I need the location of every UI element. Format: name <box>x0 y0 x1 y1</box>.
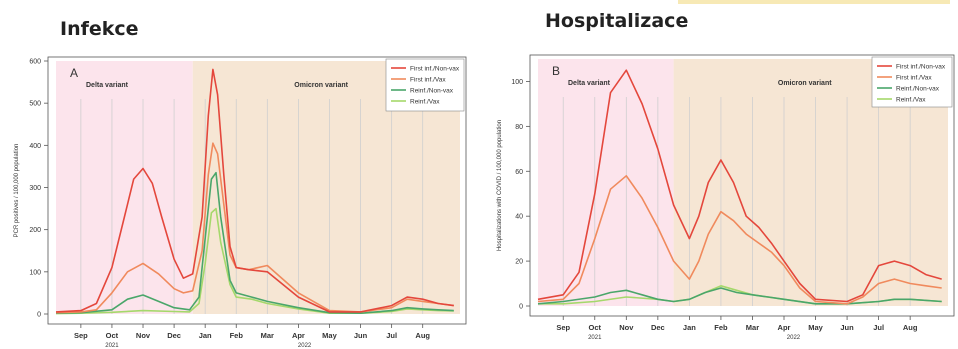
x-tick-label: Feb <box>714 323 728 332</box>
chart-panel-b: Delta variant Omicron variant 0 20 40 60 80 100… <box>497 54 955 341</box>
decorative-top-bar <box>678 0 950 4</box>
panel-letter: B <box>552 64 560 78</box>
x-tick-label: May <box>322 331 337 340</box>
year-label: 2022 <box>787 335 801 341</box>
x-tick-label: Nov <box>619 323 634 332</box>
variant-band <box>538 59 674 306</box>
legend-entry: Reinf./Non-vax <box>410 88 454 95</box>
x-tick-label: Jul <box>386 331 397 340</box>
band-label: Omicron variant <box>294 82 348 89</box>
y-axis-label: PCR positives / 100,000 population <box>14 144 20 238</box>
chart-title-hospitalizace: Hospitalizace <box>545 10 689 32</box>
y-tick-label: 300 <box>29 185 41 192</box>
x-tick-label: Mar <box>746 323 759 332</box>
legend-entry: First inf./Vax <box>410 77 446 84</box>
x-tick-label: May <box>808 323 823 332</box>
x-tick-label: Jun <box>840 323 854 332</box>
x-tick-label: Mar <box>261 331 274 340</box>
x-tick-label: Dec <box>167 331 181 340</box>
year-label: 2021 <box>588 335 602 341</box>
legend-entry: First inf./Non-vax <box>410 66 460 73</box>
series-line <box>537 175 942 305</box>
y-tick-label: 80 <box>515 124 523 131</box>
y-tick-label: 400 <box>29 143 41 150</box>
chart-panel-a: Delta variant Omicron variant 0 100 200 300 40… <box>14 56 467 349</box>
series-line <box>537 69 942 303</box>
x-tick-label: Apr <box>292 331 305 340</box>
band-label: Delta variant <box>568 80 611 87</box>
x-tick-label: Jul <box>873 323 884 332</box>
band-label: Delta variant <box>86 82 129 89</box>
y-axis-label: Hospitalizations with COVID / 100,000 po… <box>497 120 503 251</box>
x-tick-label: Aug <box>903 323 918 332</box>
y-tick-label: 100 <box>29 269 41 276</box>
variant-band <box>56 61 193 314</box>
series-line <box>537 287 942 305</box>
chart-title-infekce: Infekce <box>60 18 139 40</box>
y-tick-label: 200 <box>29 227 41 234</box>
x-tick-label: Aug <box>415 331 430 340</box>
y-tick-label: 0 <box>37 312 41 319</box>
series-line <box>55 142 454 314</box>
x-tick-label: Jan <box>683 323 696 332</box>
series-line <box>55 207 454 315</box>
year-label: 2021 <box>105 343 119 349</box>
x-tick-label: Sep <box>556 323 570 332</box>
x-tick-label: Oct <box>106 331 119 340</box>
y-tick-label: 100 <box>511 79 523 86</box>
series-line <box>55 68 454 313</box>
band-label: Omicron variant <box>778 80 832 87</box>
panel-letter: A <box>70 66 78 80</box>
y-tick-label: 600 <box>29 59 41 66</box>
y-tick-label: 40 <box>515 214 523 221</box>
y-tick-label: 20 <box>515 259 523 266</box>
x-tick-label: Sep <box>74 331 88 340</box>
x-tick-label: Jan <box>199 331 212 340</box>
series-line <box>55 171 454 315</box>
x-tick-label: Oct <box>589 323 602 332</box>
x-tick-label: Jun <box>354 331 368 340</box>
x-tick-label: Dec <box>651 323 665 332</box>
year-label: 2022 <box>298 343 312 349</box>
legend-entry: First inf./Vax <box>896 75 932 82</box>
y-tick-label: 500 <box>29 101 41 108</box>
legend-entry: Reinf./Non-vax <box>896 86 940 93</box>
y-tick-label: 0 <box>519 304 523 311</box>
y-tick-label: 60 <box>515 169 523 176</box>
x-tick-label: Feb <box>230 331 244 340</box>
legend-entry: First inf./Non-vax <box>896 64 946 71</box>
x-tick-label: Apr <box>778 323 791 332</box>
legend-entry: Reinf./Vax <box>896 97 926 104</box>
legend-entry: Reinf./Vax <box>410 99 440 106</box>
x-tick-label: Nov <box>136 331 151 340</box>
